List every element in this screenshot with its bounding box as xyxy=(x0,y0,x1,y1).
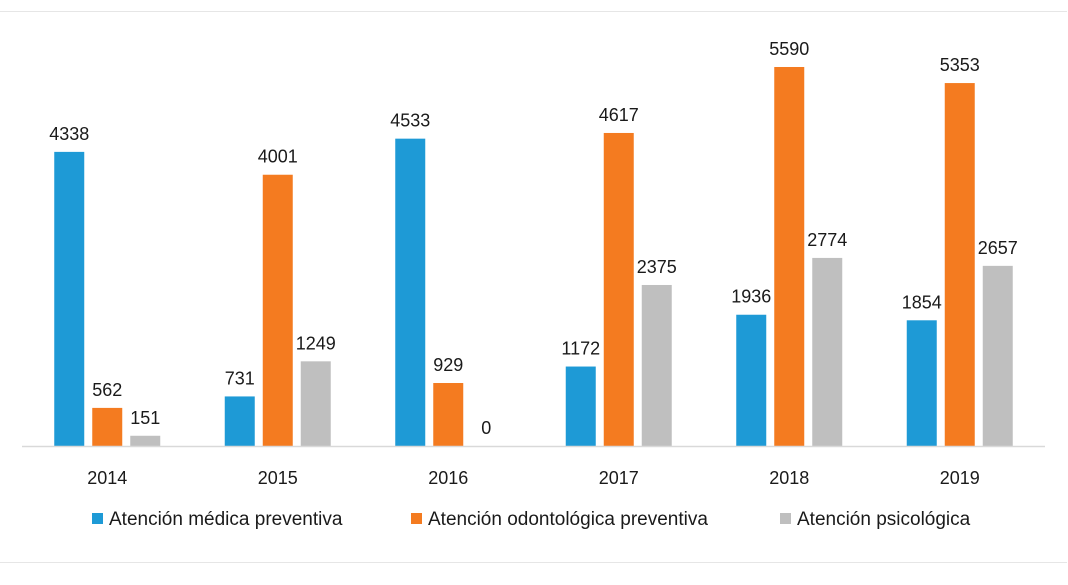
value-label-atencion-medica-preventiva-2016: 4533 xyxy=(390,111,430,131)
bar-atencion-psicologica-2019 xyxy=(982,265,1013,446)
legend-swatch-atencion-psicologica xyxy=(780,513,791,524)
value-label-atencion-odontologica-preventiva-2017: 4617 xyxy=(599,105,639,125)
value-label-atencion-psicologica-2014: 151 xyxy=(130,408,160,428)
bar-atencion-odontologica-preventiva-2015 xyxy=(262,174,293,447)
bar-atencion-medica-preventiva-2015 xyxy=(224,396,255,446)
value-label-atencion-odontologica-preventiva-2018: 5590 xyxy=(769,39,809,59)
bar-atencion-medica-preventiva-2019 xyxy=(906,320,937,446)
value-label-atencion-medica-preventiva-2017: 1172 xyxy=(561,339,600,359)
value-label-atencion-medica-preventiva-2015: 731 xyxy=(225,368,255,388)
bar-atencion-psicologica-2015 xyxy=(300,361,331,446)
legend-label-atencion-odontologica-preventiva: Atención odontológica preventiva xyxy=(428,509,708,530)
bar-atencion-psicologica-2014 xyxy=(130,435,161,446)
legend-swatch-atencion-medica-preventiva xyxy=(92,513,103,524)
value-label-atencion-medica-preventiva-2019: 1854 xyxy=(902,292,942,312)
bar-atencion-medica-preventiva-2014 xyxy=(54,151,85,446)
bar-atencion-odontologica-preventiva-2017 xyxy=(603,132,634,446)
bars-group xyxy=(54,66,1013,447)
value-label-atencion-psicologica-2019: 2657 xyxy=(978,238,1018,258)
bar-atencion-medica-preventiva-2016 xyxy=(395,138,426,446)
x-tick-label-2017: 2017 xyxy=(599,468,639,488)
bar-atencion-medica-preventiva-2017 xyxy=(565,366,596,446)
x-tick-label-2014: 2014 xyxy=(87,468,127,488)
value-label-atencion-odontologica-preventiva-2015: 4001 xyxy=(258,147,298,167)
value-label-atencion-psicologica-2015: 1249 xyxy=(296,333,336,353)
legend: Atención médica preventiva Atención odont… xyxy=(92,509,971,530)
value-label-atencion-odontologica-preventiva-2016: 929 xyxy=(433,355,463,375)
bar-atencion-odontologica-preventiva-2016 xyxy=(433,383,464,446)
value-label-atencion-medica-preventiva-2014: 4338 xyxy=(49,124,89,144)
legend-swatch-atencion-odontologica-preventiva xyxy=(411,513,422,524)
value-label-atencion-psicologica-2017: 2375 xyxy=(637,257,677,277)
bar-atencion-medica-preventiva-2018 xyxy=(736,314,767,446)
value-label-atencion-psicologica-2016: 0 xyxy=(481,418,491,438)
legend-label-atencion-medica-preventiva: Atención médica preventiva xyxy=(109,509,343,530)
bar-atencion-odontologica-preventiva-2019 xyxy=(944,83,975,447)
value-label-atencion-psicologica-2018: 2774 xyxy=(807,230,847,250)
bar-atencion-psicologica-2017 xyxy=(641,284,672,446)
x-tick-labels-group: 2014 2015 2016 2017 2018 2019 xyxy=(87,468,980,488)
bar-atencion-odontologica-preventiva-2014 xyxy=(92,407,123,446)
x-tick-label-2018: 2018 xyxy=(769,468,809,488)
bar-atencion-psicologica-2018 xyxy=(812,257,843,446)
x-tick-label-2019: 2019 xyxy=(940,468,980,488)
value-label-atencion-odontologica-preventiva-2019: 5353 xyxy=(940,55,980,75)
value-label-atencion-medica-preventiva-2018: 1936 xyxy=(731,287,771,307)
bar-atencion-odontologica-preventiva-2018 xyxy=(774,66,805,447)
x-tick-label-2016: 2016 xyxy=(428,468,468,488)
legend-label-atencion-psicologica: Atención psicológica xyxy=(797,509,971,530)
value-label-atencion-odontologica-preventiva-2014: 562 xyxy=(92,380,122,400)
x-tick-label-2015: 2015 xyxy=(258,468,298,488)
value-labels-group: 4338 562 151 731 4001 1249 4533 929 0 1172 4617 237… xyxy=(49,39,1018,438)
